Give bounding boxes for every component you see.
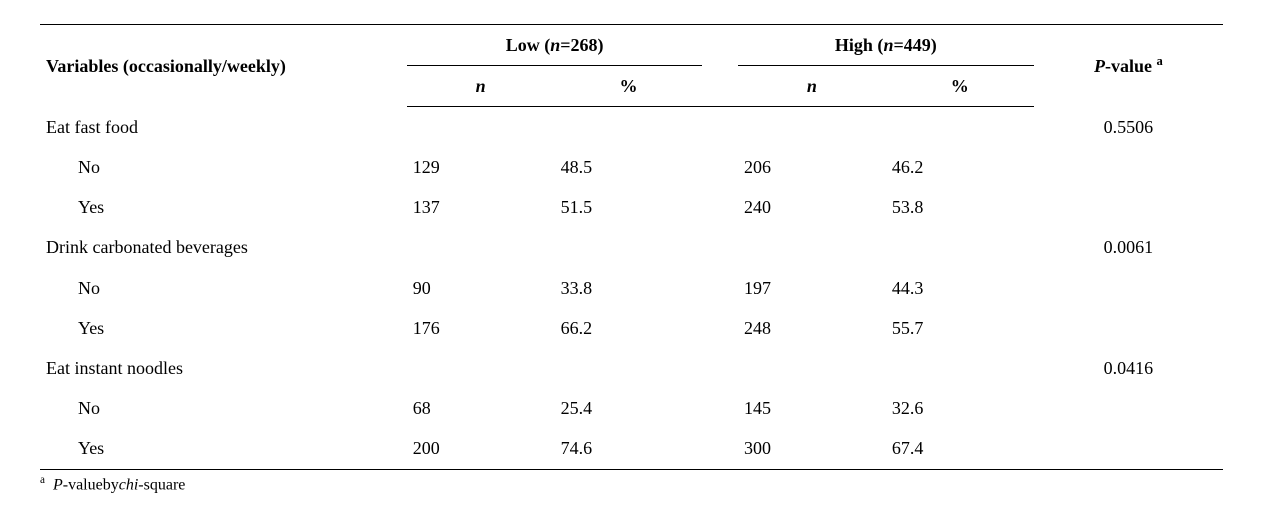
high-pct: 32.6 [886, 388, 1034, 428]
high-n: 248 [738, 308, 886, 348]
low-pct: 25.4 [555, 388, 703, 428]
low-pct: 33.8 [555, 268, 703, 308]
high-n: 145 [738, 388, 886, 428]
row-label: No [40, 388, 407, 428]
high-n: 206 [738, 147, 886, 187]
row-label: No [40, 268, 407, 308]
high-pct: 46.2 [886, 147, 1034, 187]
footnote: a P-valuebychi-square [40, 474, 1223, 494]
high-pct: 67.4 [886, 428, 1034, 469]
col-high-n: n [738, 66, 886, 107]
table-row: Eat instant noodles 0.0416 [40, 348, 1223, 388]
group-label: Drink carbonated beverages [40, 227, 407, 267]
table-row: Eat fast food 0.5506 [40, 107, 1223, 147]
pvalue-cell: 0.0416 [1034, 348, 1223, 388]
low-n: 200 [407, 428, 555, 469]
col-low-pct: % [555, 66, 703, 107]
col-low: Low (n=268) [407, 25, 703, 66]
variables-label: Variables (occasionally/weekly) [46, 56, 286, 76]
table-row: Drink carbonated beverages 0.0061 [40, 227, 1223, 267]
data-table: Variables (occasionally/weekly) Low (n=2… [40, 24, 1223, 470]
row-label: Yes [40, 428, 407, 469]
high-pct: 53.8 [886, 187, 1034, 227]
group-label: Eat fast food [40, 107, 407, 147]
row-label: No [40, 147, 407, 187]
group-label: Eat instant noodles [40, 348, 407, 388]
row-label: Yes [40, 187, 407, 227]
col-high: High (n=449) [738, 25, 1034, 66]
table-row: Yes 200 74.6 300 67.4 [40, 428, 1223, 469]
table-row: No 68 25.4 145 32.6 [40, 388, 1223, 428]
low-n: 129 [407, 147, 555, 187]
pvalue-cell: 0.0061 [1034, 227, 1223, 267]
low-n: 137 [407, 187, 555, 227]
high-pct: 55.7 [886, 308, 1034, 348]
low-pct: 66.2 [555, 308, 703, 348]
low-pct: 51.5 [555, 187, 703, 227]
row-label: Yes [40, 308, 407, 348]
pvalue-cell: 0.5506 [1034, 107, 1223, 147]
low-n: 90 [407, 268, 555, 308]
high-n: 240 [738, 187, 886, 227]
col-variables: Variables (occasionally/weekly) [40, 25, 407, 107]
table-row: Yes 137 51.5 240 53.8 [40, 187, 1223, 227]
col-low-n: n [407, 66, 555, 107]
low-n: 68 [407, 388, 555, 428]
low-n: 176 [407, 308, 555, 348]
low-pct: 48.5 [555, 147, 703, 187]
col-pvalue: P-value a [1034, 25, 1223, 107]
high-pct: 44.3 [886, 268, 1034, 308]
high-n: 197 [738, 268, 886, 308]
low-pct: 74.6 [555, 428, 703, 469]
header-row-1: Variables (occasionally/weekly) Low (n=2… [40, 25, 1223, 66]
col-high-pct: % [886, 66, 1034, 107]
high-n: 300 [738, 428, 886, 469]
table-row: Yes 176 66.2 248 55.7 [40, 308, 1223, 348]
table-row: No 90 33.8 197 44.3 [40, 268, 1223, 308]
table-row: No 129 48.5 206 46.2 [40, 147, 1223, 187]
